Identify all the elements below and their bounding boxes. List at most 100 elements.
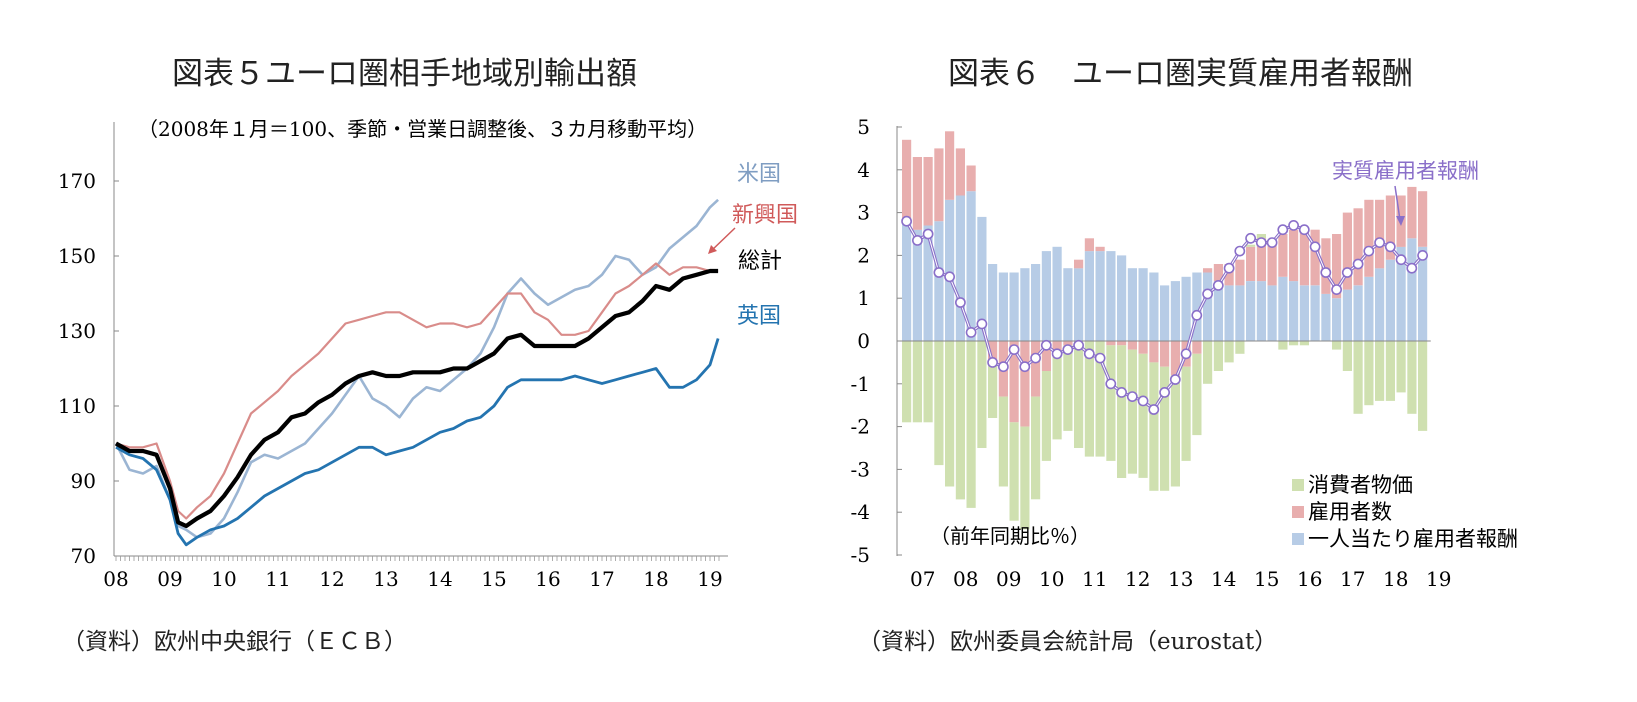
right-chart-title: 図表６ ユーロ圏実質雇用者報酬 [948,56,1413,92]
cpi-bar [1203,341,1213,384]
left-y-tick-label: 70 [71,544,96,568]
legend-swatch-per-employee [1292,533,1304,545]
real-compensation-point [1040,339,1052,351]
right-x-tick-label: 19 [1426,567,1451,591]
employees-bar [1407,186,1417,239]
compensation-bars [902,131,1428,530]
cpi-bar [1149,362,1159,491]
per-employee-bar [1160,285,1170,341]
per-employee-bar [923,225,933,341]
right-y-tick-label: 0 [857,329,870,353]
per-employee-bar [1385,259,1395,341]
per-employee-bar [1041,251,1051,341]
employees-bar [1106,341,1116,346]
cpi-bar [1052,353,1062,440]
real-compensation-point [1159,386,1170,398]
cpi-bar [955,341,965,500]
right-y-tick-label: 5 [857,115,870,139]
employees-bar [1299,229,1309,286]
cpi-bar [1031,396,1041,500]
legend-label-cpi: 消費者物価 [1308,473,1413,497]
legend-label-uk: 英国 [737,304,781,329]
per-employee-bar [1127,268,1137,341]
real-compensation-point [1417,249,1428,261]
cpi-bar [1213,341,1223,371]
employees-bar [923,157,933,226]
employees-bar [912,157,922,230]
left-x-tick-label: 13 [373,567,398,591]
right-x-tick-label: 08 [953,567,978,591]
cpi-bar [1041,371,1051,461]
per-employee-bar [1353,285,1363,341]
real-compensation-point [1374,237,1385,248]
right-x-tick-label: 18 [1383,567,1408,591]
employees-bar [955,148,965,196]
cpi-bar [1235,341,1245,354]
employees-bar [902,139,912,222]
per-employee-bar [1063,268,1073,341]
cpi-bar [977,341,987,448]
real-compensation-point [1202,288,1213,300]
real-compensation-point [955,297,966,308]
right-y-tick-label: -4 [851,500,870,524]
real-compensation-point [1169,374,1181,385]
per-employee-bar [1342,289,1352,341]
real-compensation-point [1116,386,1127,398]
cpi-bar [1299,341,1309,346]
real-compensation-point [1298,224,1310,236]
employees-bar [1084,238,1094,252]
uk-line [115,338,720,547]
left-x-tick-labels: 08 09 10 11 12 13 14 15 16 17 18 19 [103,567,722,591]
real-compensation-point [1234,245,1246,257]
real-compensation-point [987,356,998,368]
emerging-line [115,262,719,520]
employees-bar [1213,264,1223,282]
real-compensation-point [1331,284,1342,295]
real-compensation-label: 実質雇用者報酬 [1332,159,1479,183]
left-x-tick-label: 17 [589,567,614,591]
real-compensation-line [901,215,1428,415]
employees-bar [1160,341,1170,367]
cpi-bar [1342,341,1352,371]
cpi-bar [1278,341,1288,350]
real-compensation-point [1352,258,1364,270]
real-compensation-point [1309,241,1321,253]
real-compensation-point [1277,224,1289,236]
employees-bar [1246,246,1256,281]
employees-bar [1138,341,1148,354]
employees-bar [1289,229,1299,282]
employees-bar [1310,229,1320,286]
left-y-tick-labels: 70 90 110 130 150 170 [58,169,119,568]
left-x-tick-label: 09 [157,567,182,591]
real-compensation-point [1008,344,1020,355]
real-compensation-point [1105,378,1117,390]
employees-bar [1385,195,1395,260]
real-compensation-point [1406,262,1418,274]
per-employee-bar [1332,298,1342,341]
right-x-tick-label: 13 [1168,567,1193,591]
employees-bar [1192,341,1202,354]
right-x-tick-label: 12 [1125,567,1150,591]
employees-bar [1052,341,1062,354]
right-y-tick-label: -2 [851,415,870,439]
emerging-pointer-arrowhead [708,245,717,254]
cpi-bar [934,341,944,466]
left-x-tick-label: 11 [265,567,290,591]
per-employee-bar [1149,272,1159,341]
cpi-bar [1106,345,1116,461]
right-y-tick-label: -1 [851,372,870,396]
real-compensation-point [1126,391,1138,402]
real-compensation-point [1191,309,1203,321]
real-compensation-point [1266,237,1278,248]
cpi-bar [988,362,998,418]
employees-bar [1267,242,1277,286]
employees-bar [1256,238,1266,282]
employees-bar [1170,341,1180,376]
cpi-bar [1385,341,1395,401]
employees-bar [1375,199,1385,269]
cpi-bar [1192,353,1202,436]
legend-label-per-employee: 一人当たり雇用者報酬 [1308,527,1518,551]
cpi-bar [1289,341,1299,346]
per-employee-bar [966,191,976,341]
legend-label-employees: 雇用者数 [1308,500,1392,524]
